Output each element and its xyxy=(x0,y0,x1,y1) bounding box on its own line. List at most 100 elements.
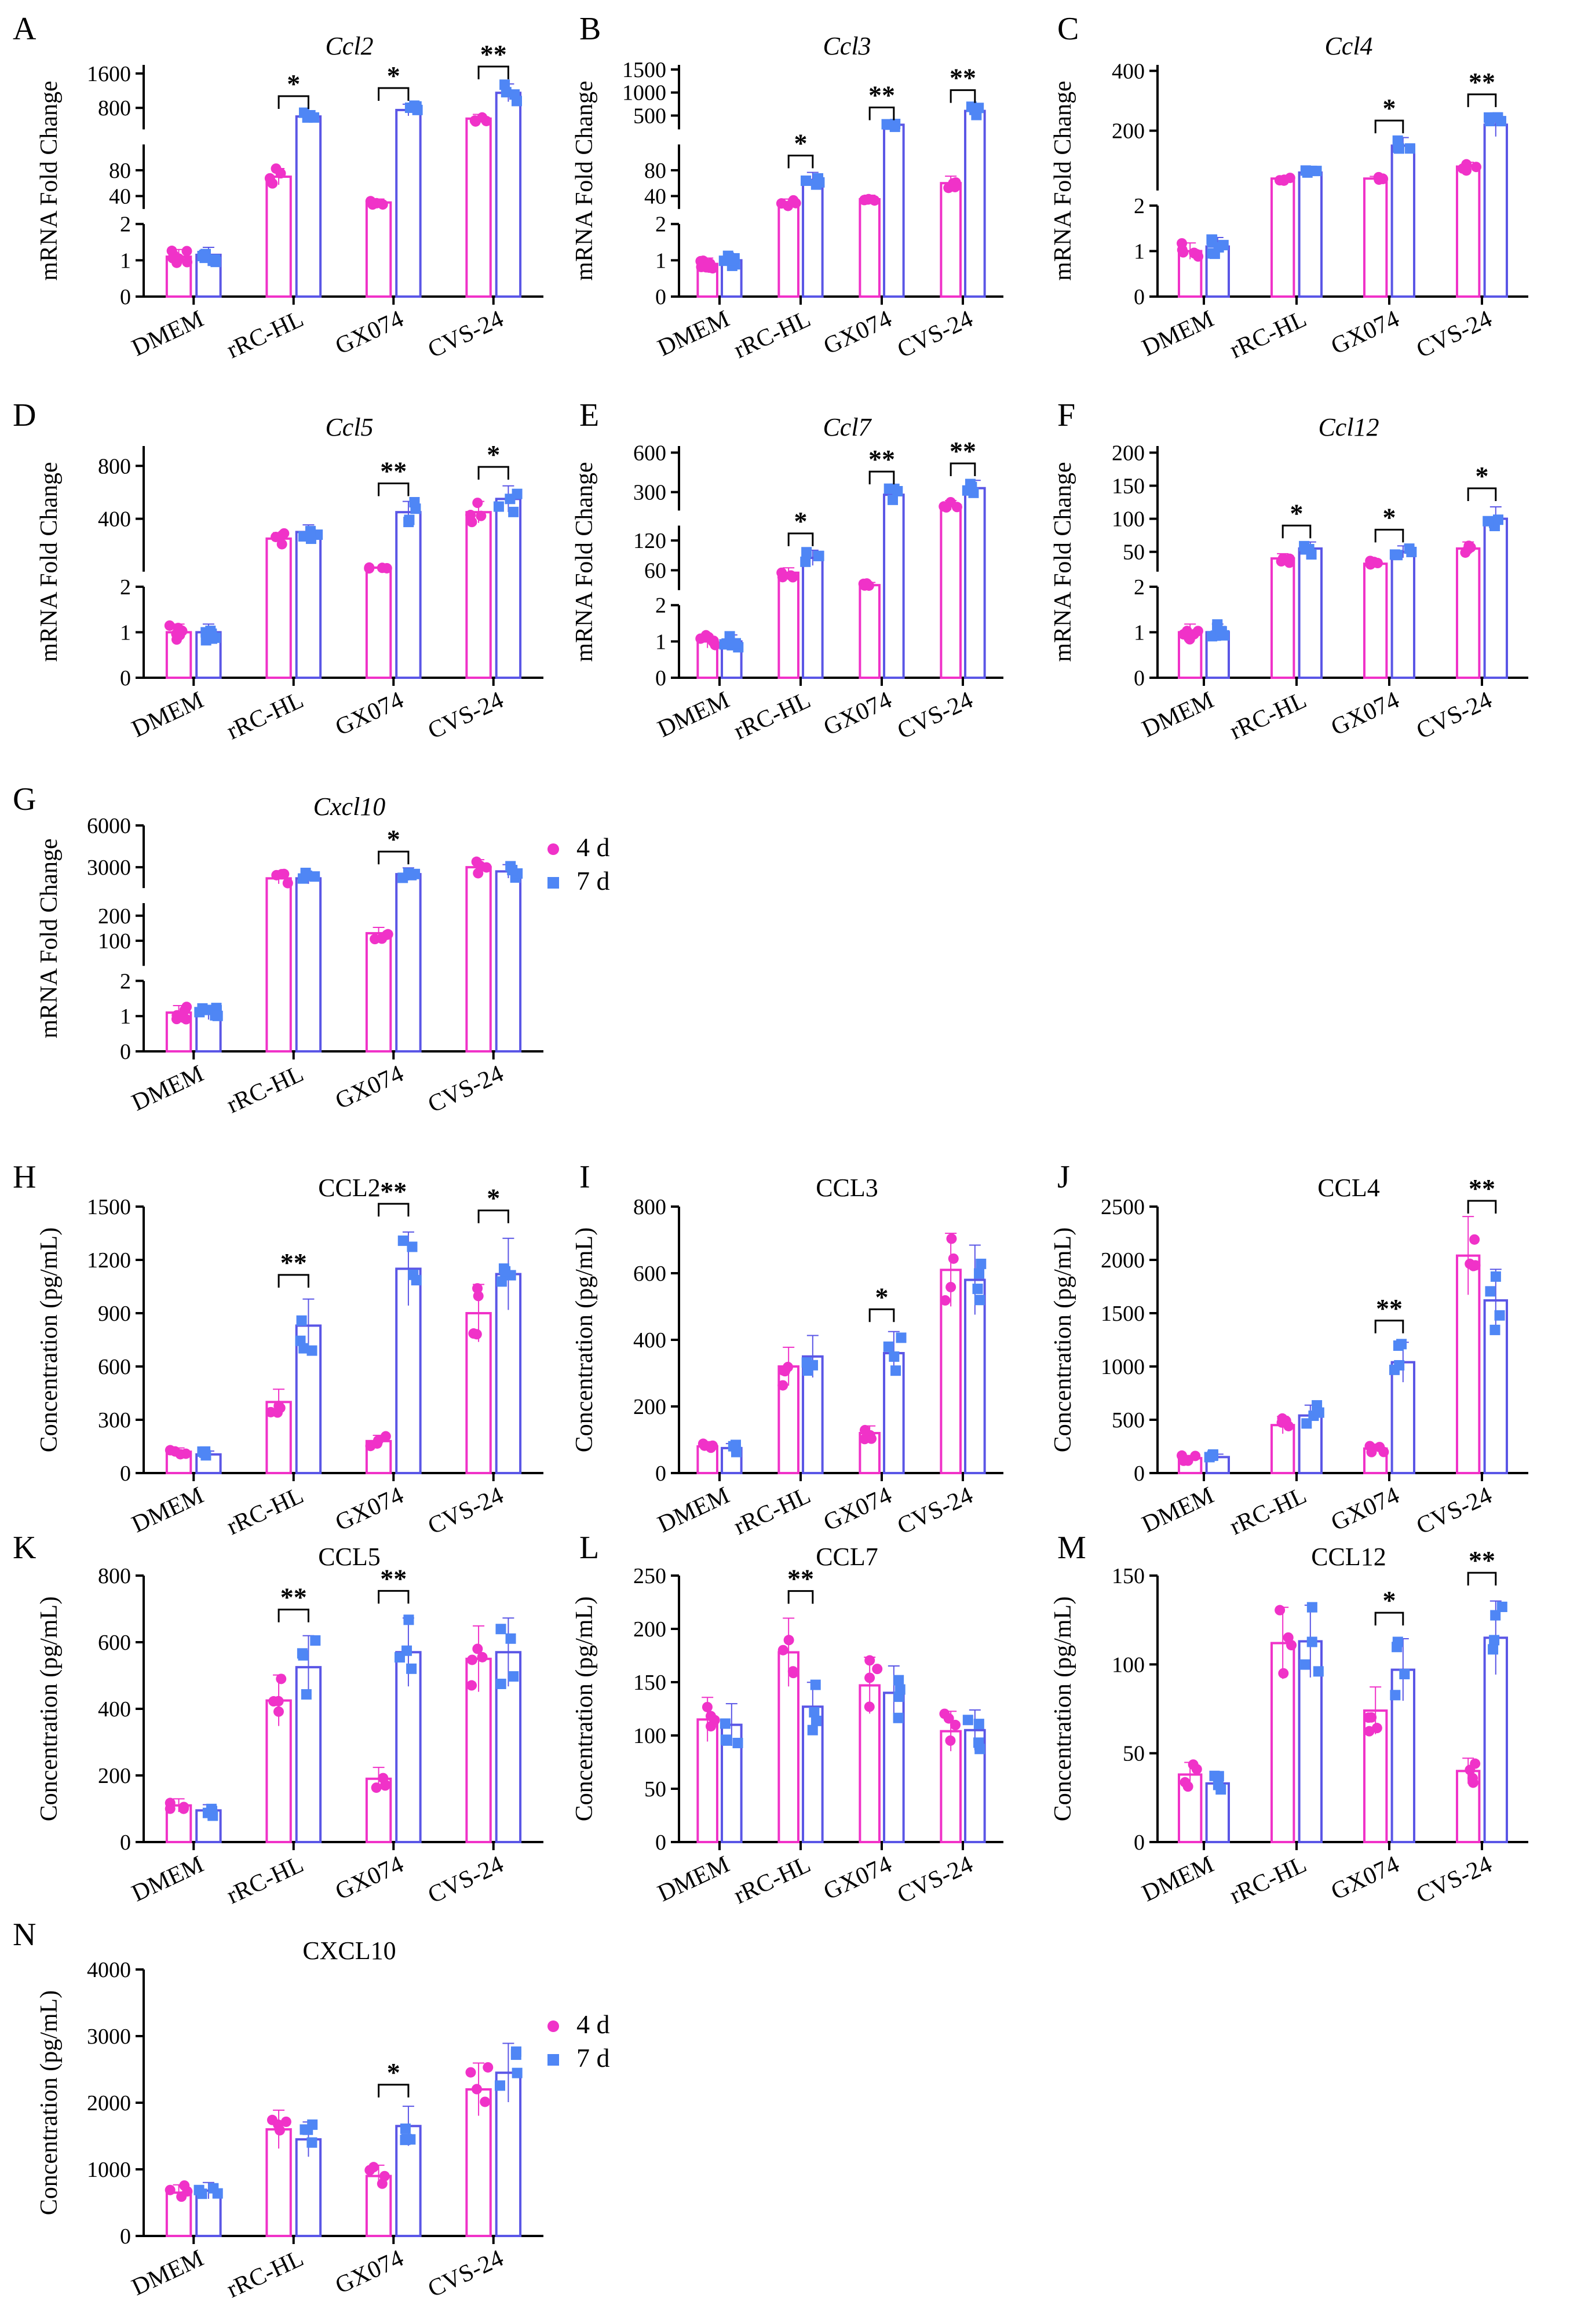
data-point-day7 xyxy=(974,1295,985,1306)
data-point-day7 xyxy=(1219,630,1230,641)
y-tick-label: 1 xyxy=(655,630,666,654)
data-point-day7 xyxy=(512,488,523,499)
data-point-day7 xyxy=(296,1315,307,1326)
y-axis-label: Concentration (pg/mL) xyxy=(36,1990,63,2215)
x-tick-label: GX074 xyxy=(331,305,408,360)
data-point-day4 xyxy=(708,635,719,646)
data-point-day4 xyxy=(706,1721,717,1732)
chart-panel-k: K CCL5 0 200 400 600 800 Concentration (pg/mL) D… xyxy=(13,1530,543,1909)
y-tick-label: 1 xyxy=(1134,239,1145,264)
panel-label: H xyxy=(13,1159,36,1195)
data-point-day4 xyxy=(365,1441,376,1452)
bar-day7 xyxy=(1483,517,1509,679)
data-point-day7 xyxy=(1301,1418,1312,1429)
significance-bracket xyxy=(278,1609,309,1623)
bar-day7 xyxy=(1390,144,1416,298)
data-point-day7 xyxy=(720,1718,731,1729)
y-tick-label: 1 xyxy=(120,1004,131,1029)
data-point-day7 xyxy=(1306,1602,1317,1613)
y-tick-label: 1500 xyxy=(87,1195,131,1219)
x-tick-label: rRC-HL xyxy=(223,1060,308,1119)
data-point-day4 xyxy=(940,1295,951,1306)
significance-bracket xyxy=(378,1589,410,1604)
y-axis-label: Concentration (pg/mL) xyxy=(36,1596,63,1821)
chart-title: CCL7 xyxy=(816,1543,878,1571)
data-point-day4 xyxy=(1286,1640,1297,1651)
data-point-day7 xyxy=(731,638,742,649)
x-tick-label: GX074 xyxy=(331,1482,408,1536)
data-point-day4 xyxy=(381,929,392,940)
x-tick-label: CVS-24 xyxy=(424,1060,507,1118)
data-point-day7 xyxy=(495,1624,506,1635)
data-point-day7 xyxy=(301,870,312,881)
data-point-day4 xyxy=(377,199,388,210)
bar-day4 xyxy=(940,182,962,298)
bar-day4 xyxy=(465,511,492,679)
x-tick-label: CVS-24 xyxy=(424,686,507,744)
significance-stars: * xyxy=(1290,498,1304,528)
data-point-day7 xyxy=(507,865,518,876)
data-point-day7 xyxy=(206,628,217,640)
x-tick-label: GX074 xyxy=(1327,1851,1404,1905)
data-point-day7 xyxy=(890,1365,901,1376)
y-axis-label: mRNA Fold Change xyxy=(571,462,598,662)
bar-day7 xyxy=(1298,171,1323,298)
significance-bracket xyxy=(378,2084,410,2098)
x-tick-label: GX074 xyxy=(820,1851,896,1905)
data-point-day7 xyxy=(731,1446,742,1457)
significance-bracket xyxy=(378,87,410,101)
significance-stars: * xyxy=(794,506,808,536)
chart-title: Cxcl10 xyxy=(313,792,386,821)
data-point-day4 xyxy=(1276,1417,1287,1428)
data-point-day7 xyxy=(308,112,319,123)
y-tick-label: 0 xyxy=(1134,666,1145,690)
data-point-day4 xyxy=(705,1711,716,1722)
data-point-day7 xyxy=(495,1678,506,1689)
y-tick-label: 1000 xyxy=(1101,1355,1145,1379)
x-tick-label: GX074 xyxy=(820,1482,896,1536)
data-point-day7 xyxy=(893,1712,904,1723)
data-point-day7 xyxy=(1494,1310,1505,1321)
significance-stars: ** xyxy=(1469,1174,1495,1203)
data-point-day7 xyxy=(1306,1636,1317,1647)
y-tick-label: 1000 xyxy=(87,2158,131,2182)
significance-stars: ** xyxy=(868,444,895,474)
data-point-day4 xyxy=(182,257,193,268)
significance-stars: ** xyxy=(950,436,976,466)
data-point-day4 xyxy=(273,1706,284,1717)
data-point-day4 xyxy=(777,1380,788,1391)
data-point-day7 xyxy=(1404,543,1415,554)
data-point-day7 xyxy=(193,2184,205,2195)
legend-marker-square xyxy=(547,2054,559,2066)
data-point-day7 xyxy=(1207,631,1218,642)
y-tick-label: 0 xyxy=(1134,1461,1145,1486)
legend-label: 4 d xyxy=(576,2009,610,2039)
chart-title: Ccl5 xyxy=(325,413,373,441)
data-point-day4 xyxy=(165,2184,176,2195)
y-tick-label: 40 xyxy=(109,184,131,209)
significance-stars: ** xyxy=(1376,1293,1403,1323)
chart-title: Ccl2 xyxy=(325,32,373,60)
data-point-day7 xyxy=(1399,1669,1410,1680)
y-tick-label: 2 xyxy=(1134,194,1145,218)
y-tick-label: 500 xyxy=(633,104,666,128)
data-point-day4 xyxy=(1461,159,1472,170)
data-point-day7 xyxy=(721,638,732,649)
y-tick-label: 60 xyxy=(644,558,666,583)
y-tick-label: 200 xyxy=(98,1764,131,1788)
data-point-day7 xyxy=(969,104,980,115)
data-point-day7 xyxy=(1389,549,1400,560)
data-point-day4 xyxy=(1180,1777,1191,1788)
x-tick-label: CVS-24 xyxy=(1412,1851,1496,1909)
data-point-day4 xyxy=(276,1673,287,1684)
data-point-day4 xyxy=(466,1654,477,1665)
data-point-day7 xyxy=(1489,1635,1500,1646)
chart-panel-j: J CCL4 0 500 1000 1500 2000 2500 Concentration (… xyxy=(1050,1159,1528,1540)
data-point-day4 xyxy=(380,1431,391,1442)
significance-stars: ** xyxy=(380,1563,407,1593)
chart-panel-i: I CCL3 0 200 400 600 800 Concentration (pg/mL) D… xyxy=(571,1159,1003,1540)
data-point-day4 xyxy=(700,630,711,641)
significance-stars: ** xyxy=(280,1248,307,1277)
x-tick-label: rRC-HL xyxy=(1226,305,1310,364)
data-point-day7 xyxy=(406,869,417,880)
